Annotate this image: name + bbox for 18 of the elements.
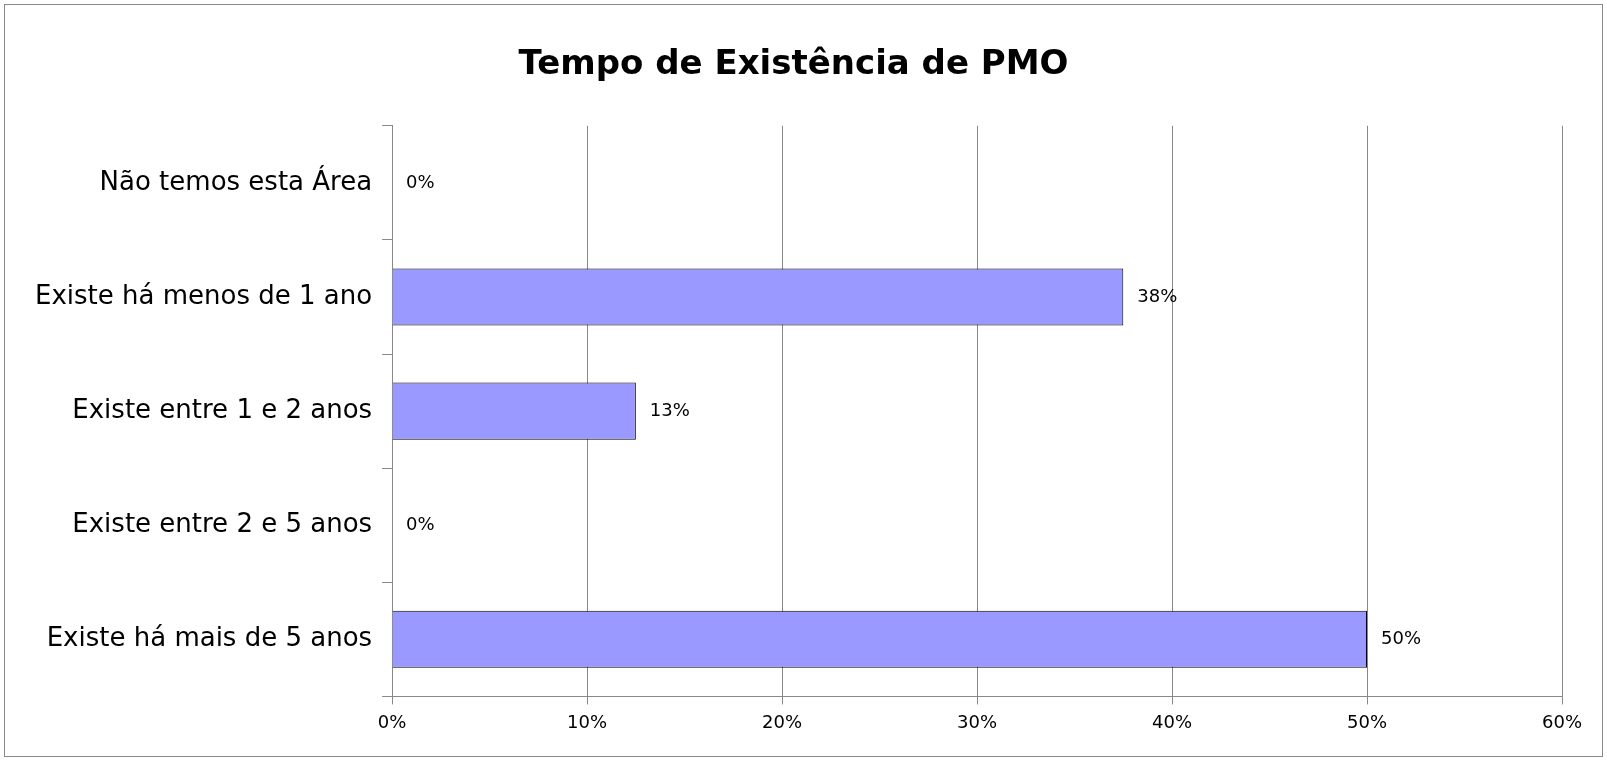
y-tick-label: Existe há menos de 1 ano <box>35 279 373 310</box>
data-label: 0% <box>406 512 435 534</box>
x-tick-label: 20% <box>762 710 803 732</box>
x-tick-label: 60% <box>1541 710 1583 732</box>
data-label: 13% <box>649 398 690 420</box>
x-tick-label: 50% <box>1347 710 1388 732</box>
chart-title: Tempo de Existência de PMO <box>518 42 1069 83</box>
x-tick-label: 40% <box>1152 710 1193 732</box>
x-tick-label: 10% <box>567 710 608 732</box>
x-tick-label: 0% <box>377 710 407 732</box>
data-label: 0% <box>406 170 435 192</box>
x-tick-label: 30% <box>957 710 998 732</box>
data-label: 38% <box>1137 284 1178 306</box>
y-tick-label: Existe entre 2 e 5 anos <box>72 507 373 538</box>
y-tick-label: Não temos esta Área <box>99 164 373 196</box>
y-tick-label: Existe entre 1 e 2 anos <box>72 393 373 424</box>
data-label: 50% <box>1381 627 1422 649</box>
y-tick-label: Existe há mais de 5 anos <box>46 622 373 653</box>
